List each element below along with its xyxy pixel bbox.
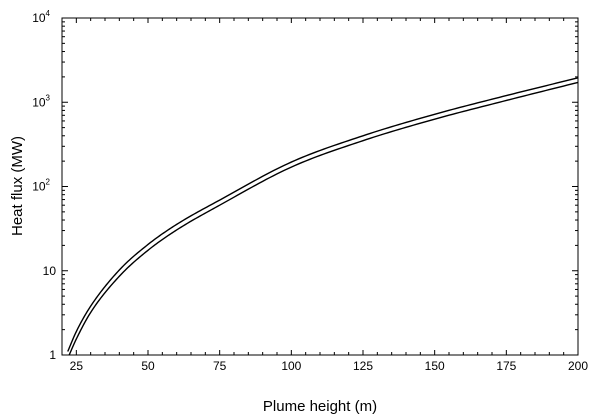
x-tick-label: 100 xyxy=(281,359,301,373)
x-tick-label: 200 xyxy=(568,359,588,373)
x-tick-label: 150 xyxy=(425,359,445,373)
y-tick-label: 103 xyxy=(32,93,50,109)
y-tick-label: 104 xyxy=(32,9,50,25)
y-tick-label: 1 xyxy=(49,348,56,362)
x-tick-label: 175 xyxy=(496,359,516,373)
axis-ticks xyxy=(61,17,579,356)
y-tick-label: 10 xyxy=(43,264,57,278)
tick-labels: 25 50 75 100 125 150 175 200 1 10 102 103 104 xyxy=(32,9,588,373)
series-line-1 xyxy=(67,77,579,352)
x-tick-label: 50 xyxy=(141,359,155,373)
x-tick-label: 25 xyxy=(70,359,84,373)
plot-area xyxy=(61,17,579,356)
series-line-2 xyxy=(68,81,579,356)
x-tick-label: 125 xyxy=(353,359,373,373)
y-tick-label: 102 xyxy=(32,178,50,194)
x-axis-title: Plume height (m) xyxy=(263,398,377,415)
series-lines xyxy=(67,77,579,356)
x-tick-label: 75 xyxy=(213,359,227,373)
y-axis-title: Heat flux (MW) xyxy=(9,136,26,236)
